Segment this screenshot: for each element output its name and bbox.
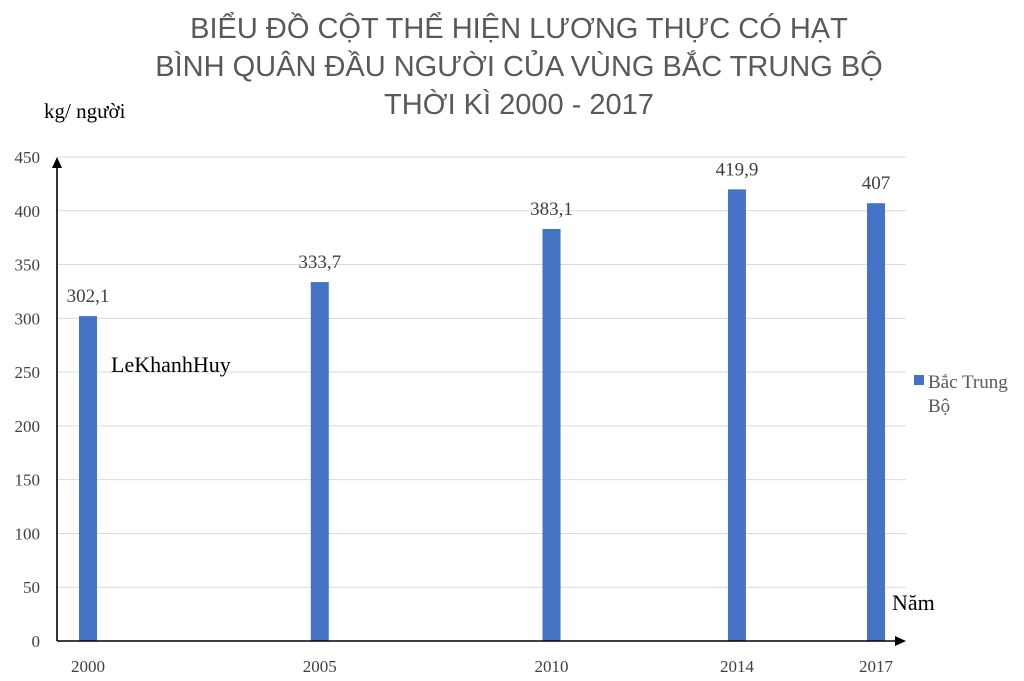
bar-2014 bbox=[727, 189, 746, 642]
chart-title: BIỂU ĐỒ CỘT THỂ HIỆN LƯƠNG THỰC CÓ HẠT B… bbox=[155, 11, 882, 121]
x-tick-label-2014: 2014 bbox=[720, 657, 755, 676]
data-label-2010: 383,1 bbox=[530, 199, 573, 220]
y-tick-label-100: 100 bbox=[15, 524, 41, 543]
bar-2005 bbox=[310, 282, 329, 641]
legend-label-line-1: Bắc Trung bbox=[928, 372, 1008, 393]
x-tick-label-2010: 2010 bbox=[535, 657, 569, 676]
y-tick-label-200: 200 bbox=[15, 417, 41, 436]
legend-label-line-2: Bộ bbox=[928, 396, 950, 417]
y-tick-label-50: 50 bbox=[23, 578, 40, 597]
y-tick-label-400: 400 bbox=[15, 202, 41, 221]
y-tick-labels: 0 50 100 150 200 250 300 350 400 450 bbox=[15, 148, 41, 651]
x-tick-labels: 2000 2005 2010 2014 2017 bbox=[71, 657, 894, 676]
x-tick-label-2017: 2017 bbox=[859, 657, 894, 676]
legend: Bắc Trung Bộ bbox=[914, 372, 1008, 417]
legend-swatch bbox=[914, 375, 924, 385]
data-label-2000: 302,1 bbox=[67, 286, 110, 307]
data-label-2017: 407 bbox=[862, 173, 891, 194]
y-tick-label-250: 250 bbox=[15, 363, 41, 382]
bars bbox=[79, 189, 885, 642]
author-annotation: LeKhanhHuy bbox=[111, 352, 231, 377]
chart-title-line-2: BÌNH QUÂN ĐẦU NGƯỜI CỦA VÙNG BẮC TRUNG B… bbox=[155, 49, 882, 83]
y-axis-label: kg/ người bbox=[44, 99, 126, 123]
chart-title-line-1: BIỂU ĐỒ CỘT THỂ HIỆN LƯƠNG THỰC CÓ HẠT bbox=[190, 11, 848, 45]
data-label-2014: 419,9 bbox=[716, 159, 759, 180]
bar-2000 bbox=[79, 316, 97, 641]
x-axis-label: Năm bbox=[892, 590, 935, 615]
data-labels: 302,1 333,7 383,1 419,9 407 bbox=[67, 159, 891, 307]
x-tick-label-2000: 2000 bbox=[71, 657, 105, 676]
y-tick-label-300: 300 bbox=[15, 309, 41, 328]
y-tick-label-350: 350 bbox=[15, 256, 41, 275]
axes bbox=[52, 157, 906, 646]
x-tick-label-2005: 2005 bbox=[303, 657, 337, 676]
x-axis-arrow bbox=[895, 636, 906, 646]
bar-2017 bbox=[867, 203, 885, 641]
chart-title-line-3: THỜI KÌ 2000 - 2017 bbox=[384, 88, 654, 121]
y-tick-label-150: 150 bbox=[15, 471, 41, 490]
y-tick-label-0: 0 bbox=[32, 632, 41, 651]
data-label-2005: 333,7 bbox=[298, 252, 341, 273]
gridlines bbox=[57, 156, 906, 588]
bar-2010 bbox=[542, 228, 561, 642]
y-tick-label-450: 450 bbox=[15, 148, 41, 167]
y-axis-arrow bbox=[52, 157, 62, 168]
